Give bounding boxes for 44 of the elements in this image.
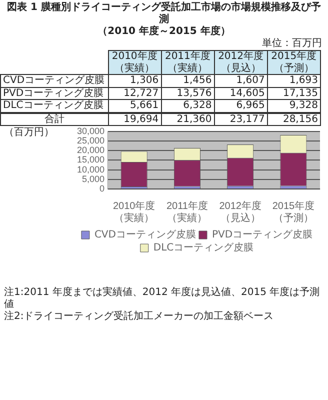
text: 注2:ドライコーティング受託加工メーカーの加工金額ベース bbox=[4, 311, 275, 323]
y-tick-label: 10,000 bbox=[76, 164, 105, 174]
y-tick-label: 30,000 bbox=[76, 126, 105, 136]
chart-subtitle: （2010 年度～2015 年度） bbox=[96, 26, 232, 38]
text: 単位：百万円 bbox=[261, 38, 323, 50]
data-label: 1,693 bbox=[267, 74, 320, 87]
x-tick-label: 2015年度（予測） bbox=[272, 200, 315, 224]
total-label: 19,694 bbox=[108, 112, 162, 126]
category-label: 2010年度（実績） bbox=[112, 51, 158, 74]
total-label: 23,177 bbox=[214, 112, 268, 126]
y-tick-label: 0 bbox=[100, 183, 105, 194]
chart-title: 図表 1 膜種別ドライコーティング受託加工市場の市場規模推移及び予測 bbox=[6, 0, 322, 25]
y-tick-label: 25,000 bbox=[76, 135, 105, 146]
data-label: 1,306 bbox=[108, 74, 162, 87]
legend-label: CVDコーティング皮膜 bbox=[94, 228, 196, 241]
total-label: 28,156 bbox=[267, 112, 320, 126]
x-tick-label: 2012年度（見込） bbox=[219, 200, 262, 224]
y-axis-title: （百万円） bbox=[4, 126, 54, 138]
total-label: 21,360 bbox=[161, 112, 214, 126]
y-tick-label: 20,000 bbox=[76, 145, 105, 156]
text: 合計 bbox=[0, 112, 108, 126]
data-label: 17,135 bbox=[267, 87, 320, 100]
x-tick-label: 2011年度（実績） bbox=[166, 200, 208, 224]
y-tick-label: 15,000 bbox=[76, 154, 105, 165]
data-label: 5,661 bbox=[108, 100, 162, 112]
category-label: 2011年度（実績） bbox=[164, 51, 210, 74]
data-label: 1,456 bbox=[161, 74, 214, 87]
x-tick-label: 2010年度（実績） bbox=[112, 200, 156, 224]
text: PVDコーティング皮膜 bbox=[3, 88, 104, 98]
data-label: 9,328 bbox=[267, 100, 320, 112]
legend-label: DLCコーティング皮膜 bbox=[153, 242, 254, 254]
data-label: 6,965 bbox=[214, 100, 268, 112]
y-tick-label: 5,000 bbox=[82, 174, 105, 184]
category-label: 2012年度（見込） bbox=[218, 51, 264, 74]
data-label: 13,576 bbox=[161, 87, 214, 100]
data-label: 12,727 bbox=[108, 87, 162, 100]
text: 注1:2011 年度までは実績値、2012 年度は見込値、2015 年度は予測値 bbox=[4, 287, 321, 310]
data-label: 1,607 bbox=[214, 74, 268, 87]
category-label: 2015年度（予測） bbox=[271, 51, 317, 74]
text: DLCコーティング皮膜 bbox=[3, 100, 104, 111]
data-label: 6,328 bbox=[161, 100, 214, 112]
text: CVDコーティング皮膜 bbox=[3, 75, 105, 86]
legend-label: PVDコーティング皮膜 bbox=[212, 228, 313, 241]
data-label: 14,605 bbox=[214, 87, 268, 100]
